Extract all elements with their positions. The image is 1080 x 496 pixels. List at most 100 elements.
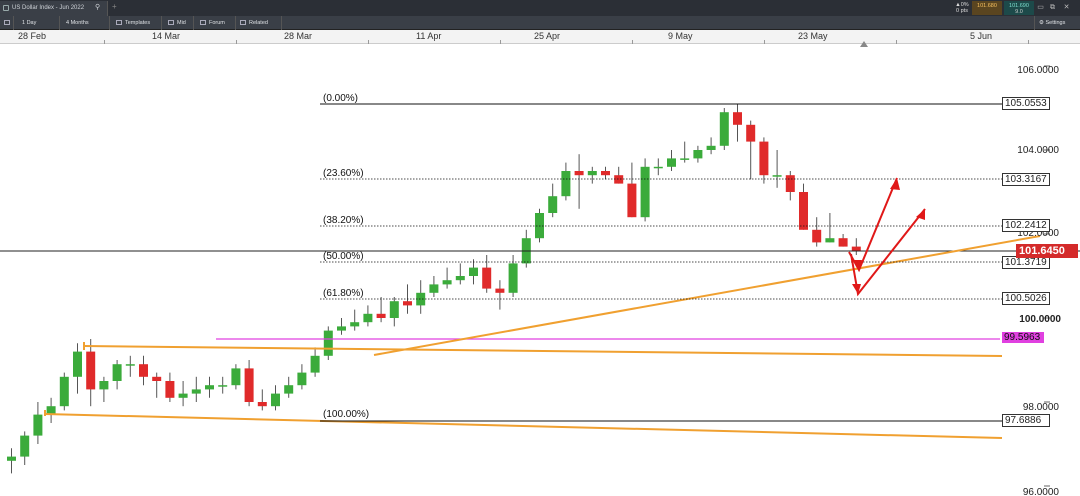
candle-body[interactable] [495, 288, 505, 293]
forum-button[interactable]: Forum [194, 16, 236, 30]
candle-body[interactable] [86, 351, 96, 390]
forecast-arrow-up-1[interactable] [848, 177, 898, 273]
candle-body[interactable] [363, 313, 373, 323]
lower-channel-line[interactable] [44, 413, 1003, 439]
upper-channel-line[interactable] [83, 345, 1003, 357]
candle-body[interactable] [20, 435, 30, 457]
candle-body[interactable] [508, 263, 518, 293]
candle-body[interactable] [323, 330, 333, 356]
candle-body[interactable] [733, 112, 742, 125]
fib-label: (23.60%) [323, 168, 364, 179]
candle-body[interactable] [812, 229, 822, 243]
settings-button[interactable]: ⚙ Settings [1034, 16, 1080, 30]
candle-body[interactable] [785, 175, 795, 192]
date-label: 11 Apr [416, 31, 442, 41]
candle-body[interactable] [297, 372, 307, 386]
candle-body[interactable] [73, 351, 82, 377]
candle-body[interactable] [759, 141, 769, 176]
support-price-tag: 99.5963 [1002, 332, 1044, 343]
candle-body[interactable] [244, 368, 254, 402]
candle-body[interactable] [125, 364, 135, 366]
popout-icon[interactable]: ⧉ [1050, 4, 1055, 11]
candle-body[interactable] [416, 292, 426, 306]
candle-body[interactable] [825, 238, 835, 243]
price-chart[interactable] [0, 44, 1080, 496]
candle-body[interactable] [139, 364, 148, 377]
arrowhead [916, 209, 925, 220]
range-select[interactable]: 4 Months [60, 16, 110, 30]
candle-body[interactable] [191, 389, 201, 394]
candle-body[interactable] [851, 246, 861, 251]
minimize-icon[interactable]: ▭ [1037, 4, 1044, 11]
candle-body[interactable] [838, 238, 848, 247]
candle-body[interactable] [257, 402, 267, 407]
candle-body[interactable] [667, 158, 676, 167]
candle-body[interactable] [205, 385, 214, 390]
candle-body[interactable] [548, 196, 558, 213]
candle-body[interactable] [442, 280, 452, 285]
axis-label: 104.0000 [1017, 145, 1059, 156]
layout-toggle[interactable] [0, 16, 14, 30]
sell-price-button[interactable]: 101.680 [972, 1, 1002, 15]
date-label: 5 Jun [970, 31, 993, 41]
candle-body[interactable] [614, 175, 624, 184]
buy-price-button[interactable]: 101.690 9.0 [1004, 1, 1034, 15]
candle-body[interactable] [561, 171, 571, 197]
candle-body[interactable] [46, 406, 56, 415]
current-price-tag: 101.6450 [1016, 244, 1078, 258]
fib-label: (38.20%) [323, 215, 364, 226]
candle-body[interactable] [587, 171, 597, 176]
candle-body[interactable] [601, 171, 610, 176]
candle-body[interactable] [482, 267, 492, 289]
candle-body[interactable] [350, 322, 360, 327]
candle-body[interactable] [59, 376, 69, 407]
search-icon[interactable]: ⚲ [95, 4, 101, 11]
candle-body[interactable] [706, 145, 716, 150]
scroll-marker-icon[interactable] [860, 41, 868, 47]
candle-body[interactable] [640, 166, 650, 218]
interval-select[interactable]: 1 Day [14, 16, 60, 30]
date-label: 9 May [668, 31, 693, 41]
candle-body[interactable] [231, 368, 241, 386]
close-icon[interactable]: ✕ [1063, 4, 1070, 11]
candle-body[interactable] [653, 166, 663, 169]
candle-body[interactable] [178, 393, 188, 398]
uptrend-line[interactable] [373, 235, 1041, 356]
arrowhead [853, 260, 862, 270]
templates-button[interactable]: Templates [110, 16, 162, 30]
candle-body[interactable] [469, 267, 478, 276]
candle-body[interactable] [310, 355, 320, 373]
mid-button[interactable]: Mid [162, 16, 194, 30]
candle-body[interactable] [376, 313, 386, 318]
axis-label: 100.0000 [1019, 314, 1061, 325]
date-tick [1028, 40, 1029, 44]
candle-body[interactable] [403, 301, 412, 306]
related-button[interactable]: Related [236, 16, 282, 30]
candle-body[interactable] [627, 183, 637, 218]
candle-body[interactable] [7, 456, 16, 461]
spread: 9.0 [1015, 9, 1023, 15]
add-tab-icon[interactable]: + [112, 2, 117, 11]
candle-body[interactable] [389, 301, 399, 318]
candle-body[interactable] [799, 192, 808, 230]
tab-us-dollar-index[interactable]: US Dollar Index - Jun 2022 ⚲ [0, 1, 108, 16]
candle-body[interactable] [112, 364, 122, 381]
candle-body[interactable] [746, 124, 756, 142]
candle-body[interactable] [693, 150, 703, 159]
candle-body[interactable] [152, 376, 162, 381]
candle-body[interactable] [429, 284, 439, 293]
candle-body[interactable] [337, 326, 346, 331]
forum-icon [200, 20, 206, 25]
candle-body[interactable] [271, 393, 280, 407]
candle-body[interactable] [772, 175, 782, 177]
candle-body[interactable] [455, 276, 465, 281]
candle-body[interactable] [284, 385, 294, 394]
candle-body[interactable] [165, 381, 175, 398]
candle-body[interactable] [574, 171, 584, 176]
candle-body[interactable] [719, 112, 729, 146]
candle-body[interactable] [680, 158, 690, 160]
date-label: 25 Apr [534, 31, 561, 41]
candle-body[interactable] [99, 381, 109, 390]
candle-body[interactable] [218, 385, 228, 387]
candle-body[interactable] [33, 414, 43, 436]
